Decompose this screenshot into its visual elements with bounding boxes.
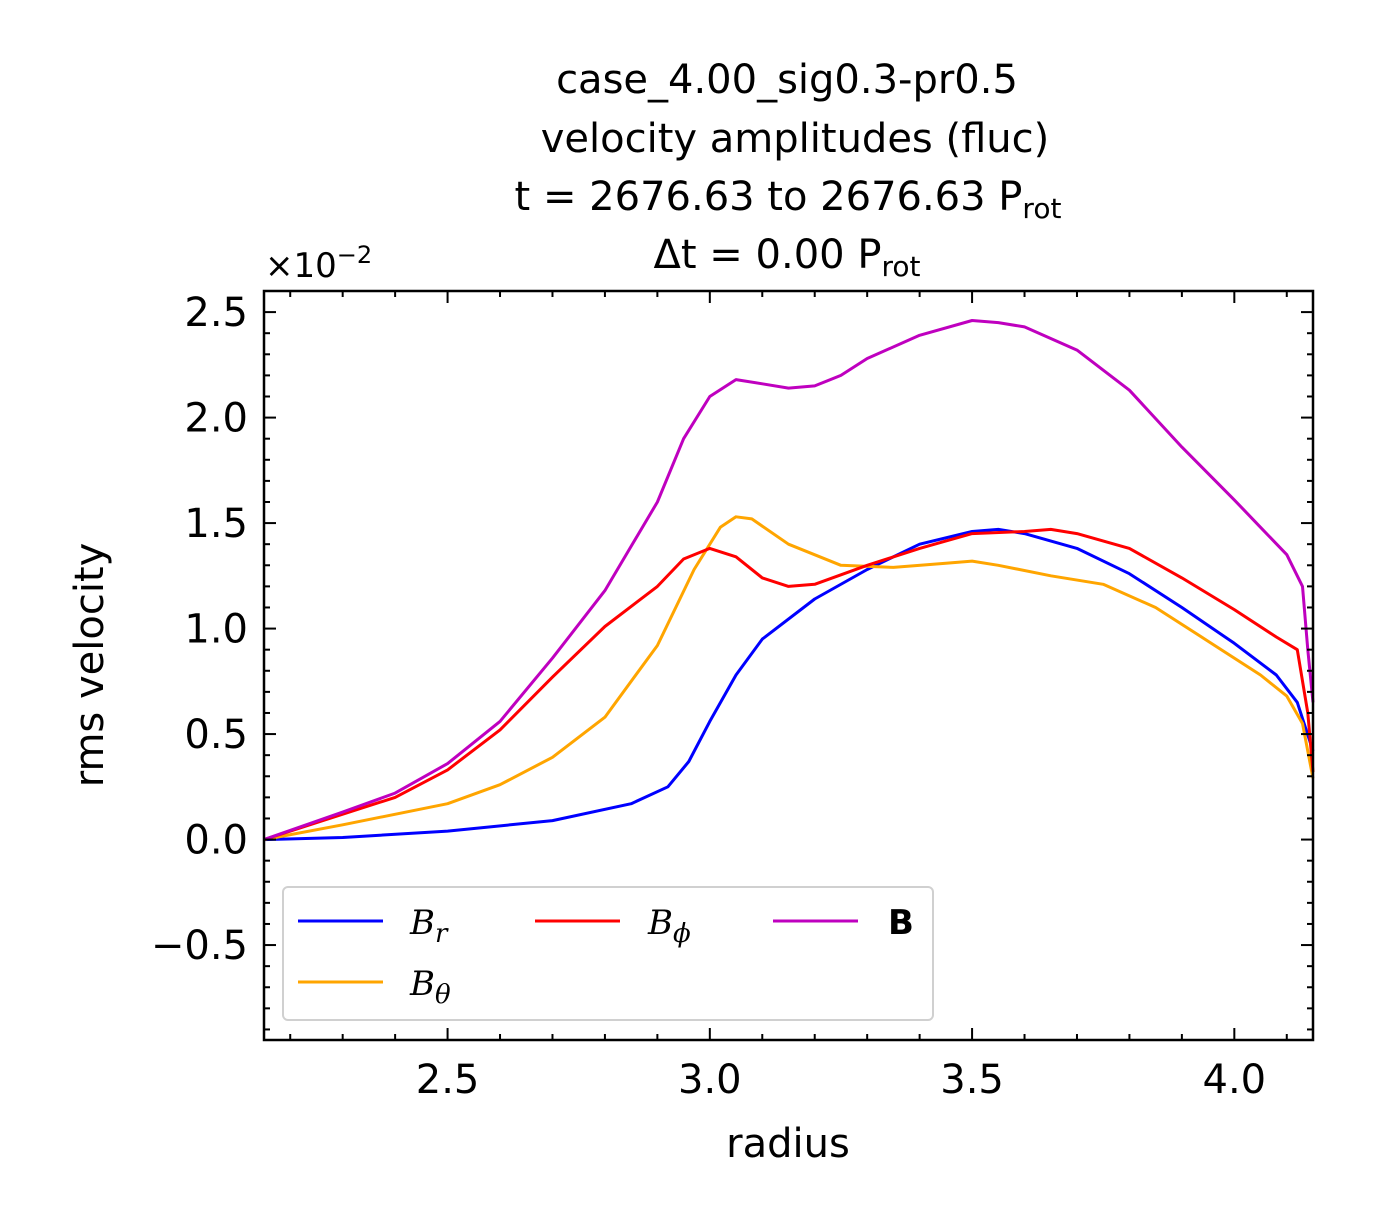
legend-label-b-total: B bbox=[888, 903, 914, 943]
legend: Br Bθ Bϕ B bbox=[282, 886, 934, 1021]
x-tick-label: 3.5 bbox=[940, 1057, 1004, 1103]
title-line-1: case_4.00_sig0.3-pr0.5 bbox=[556, 57, 1018, 103]
title-line-4-sub: rot bbox=[881, 250, 920, 283]
y-offset-exponent: −2 bbox=[337, 241, 372, 269]
title-line-4-text: Δt = 0.00 P bbox=[654, 232, 882, 278]
title-line-3-sub: rot bbox=[1022, 192, 1061, 225]
title-line-4: Δt = 0.00 Prot bbox=[654, 232, 921, 283]
x-tick-label: 2.5 bbox=[416, 1057, 480, 1103]
tick-labels: 2.5 3.0 3.5 4.0 −0.5 0.0 0.5 1.0 1.5 2.0 2.5 bbox=[151, 290, 1266, 1103]
y-tick-label: 0.0 bbox=[184, 818, 248, 864]
legend-label-btheta: Bθ bbox=[409, 964, 451, 1010]
y-tick-label: 1.5 bbox=[184, 501, 248, 547]
y-offset-base: ×10 bbox=[265, 246, 337, 286]
series-line-3 bbox=[263, 319, 1315, 842]
title-line-3-text: t = 2676.63 to 2676.63 P bbox=[515, 174, 1023, 220]
legend-label-br: Br bbox=[409, 903, 449, 949]
plot-frame bbox=[262, 289, 1315, 1042]
chart-title: case_4.00_sig0.3-pr0.5 velocity amplitud… bbox=[515, 57, 1062, 283]
series-group bbox=[263, 319, 1315, 842]
y-offset-text: ×10−2 bbox=[265, 241, 372, 286]
title-line-2: velocity amplitudes (fluc) bbox=[541, 116, 1049, 162]
x-tick-label: 3.0 bbox=[678, 1057, 742, 1103]
y-tick-label: 2.0 bbox=[184, 396, 248, 442]
x-tick-label: 4.0 bbox=[1203, 1057, 1267, 1103]
y-tick-label: −0.5 bbox=[151, 923, 248, 969]
legend-label-bphi: Bϕ bbox=[647, 903, 691, 949]
x-axis-label: radius bbox=[726, 1121, 850, 1167]
series-line-1 bbox=[263, 515, 1315, 842]
legend-box bbox=[282, 886, 934, 1021]
y-axis-label: rms velocity bbox=[67, 543, 113, 788]
series-line-0 bbox=[263, 527, 1315, 842]
y-tick-label: 0.5 bbox=[184, 712, 248, 758]
series-line-2 bbox=[263, 527, 1315, 842]
title-line-3: t = 2676.63 to 2676.63 Prot bbox=[515, 174, 1062, 225]
y-tick-label: 1.0 bbox=[184, 607, 248, 653]
y-tick-label: 2.5 bbox=[184, 290, 248, 336]
